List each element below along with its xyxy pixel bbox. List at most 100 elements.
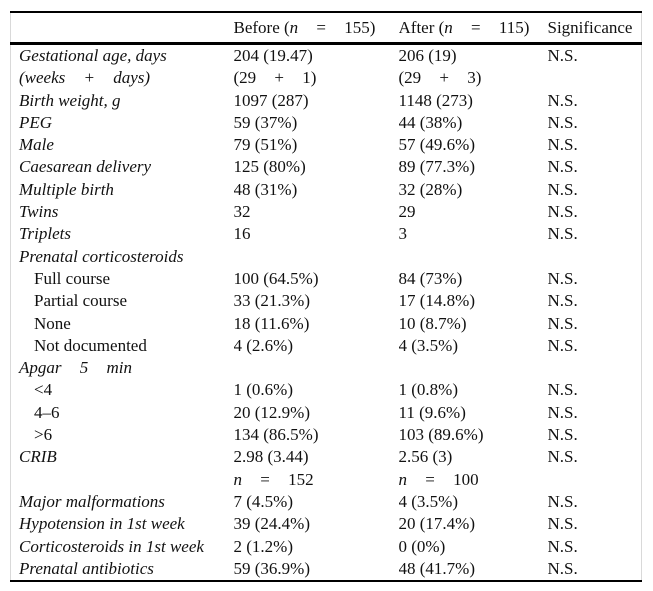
before-cell: 1 (0.6%) (233, 380, 293, 400)
row-label-cell: Not documented (34, 335, 147, 355)
after-cell: 2.56 (3) (398, 447, 453, 467)
cohort-comparison-table-wrap: Before (n = 155) After (n = 115) Signifi… (10, 11, 642, 583)
significance-cell: N.S. (547, 46, 578, 65)
column-header-empty (10, 12, 234, 45)
significance-cell: N.S. (547, 90, 578, 110)
significance-cell: N.S. (547, 157, 578, 177)
after-cell: 32 (28%) (398, 179, 463, 199)
table-row: Prenatal antibiotics 59 (36.9%) 48 (41.7… (11, 558, 642, 581)
after-cell: 48 (41.7%) (398, 558, 475, 578)
after-cell: n = 100 (399, 469, 548, 491)
table-row: Full course 100 (64.5%) 84 (73%) N.S. (11, 268, 642, 290)
table-row: Multiple birth 48 (31%) 32 (28%) N.S. (11, 179, 642, 201)
before-count: = 155) (298, 18, 376, 37)
before-cell: 18 (11.6%) (233, 313, 310, 333)
row-label-cell: CRIB (19, 447, 57, 467)
table-row: CRIB 2.98 (3.44) 2.56 (3) N.S. (11, 446, 642, 468)
table-row: 4–6 20 (12.9%) 11 (9.6%) N.S. (11, 402, 642, 424)
before-cell: n = 152 (234, 469, 399, 491)
before-prefix: Before ( (233, 18, 290, 37)
row-label-cell: Twins (19, 202, 59, 222)
after-count: = 115) (452, 18, 530, 37)
before-cell: (29 + 1) (233, 68, 317, 88)
after-cell (399, 246, 548, 268)
before-cell: 79 (51%) (233, 135, 298, 155)
row-label-cell: Partial course (34, 291, 127, 311)
after-cell: 3 (398, 224, 408, 244)
significance-cell (548, 357, 642, 379)
row-label-cell: Apgar 5 min (19, 358, 132, 378)
significance-cell (548, 469, 642, 491)
significance-cell: N.S. (547, 335, 578, 355)
column-header-before: Before (n = 155) (233, 12, 399, 45)
before-cell: 20 (12.9%) (233, 402, 310, 422)
row-label-cell: Multiple birth (19, 179, 114, 199)
n-symbol: n (233, 469, 243, 489)
table-row: Corticosteroids in 1st week 2 (1.2%) 0 (… (11, 536, 642, 558)
column-header-significance: Significance (547, 12, 642, 45)
cohort-comparison-table: Before (n = 155) After (n = 115) Signifi… (10, 11, 642, 583)
significance-cell: N.S. (547, 179, 578, 199)
significance-cell: N.S. (547, 536, 578, 556)
before-cell: 7 (4.5%) (233, 491, 293, 511)
before-cell: 134 (86.5%) (233, 425, 319, 445)
before-cell: 59 (37%) (233, 112, 298, 132)
significance-cell (548, 246, 642, 268)
before-cell: 4 (2.6%) (233, 335, 293, 355)
significance-cell: N.S. (547, 135, 578, 155)
table-row: None 18 (11.6%) 10 (8.7%) N.S. (11, 313, 642, 335)
column-header-after: After (n = 115) (398, 12, 548, 45)
after-cell: 1 (0.8%) (398, 380, 458, 400)
row-label-cell: Gestational age, days (19, 46, 167, 65)
after-cell: 103 (89.6%) (398, 425, 484, 445)
significance-cell: N.S. (547, 313, 578, 333)
row-label-cell: Major malformations (19, 491, 165, 511)
before-cell: 16 (233, 224, 251, 244)
before-cell: 48 (31%) (233, 179, 298, 199)
row-label-cell: Male (19, 135, 54, 155)
before-cell: 1097 (287) (233, 90, 309, 110)
table-row: Partial course 33 (21.3%) 17 (14.8%) N.S… (11, 290, 642, 312)
after-cell: 11 (9.6%) (398, 402, 466, 422)
row-label-cell: 4–6 (34, 402, 60, 422)
row-label-cell: None (34, 313, 71, 333)
after-cell: 4 (3.5%) (398, 491, 458, 511)
significance-cell: N.S. (547, 491, 578, 511)
before-cell (234, 246, 399, 268)
header-row: Before (n = 155) After (n = 115) Signifi… (10, 12, 642, 45)
row-label-cell: (weeks + days) (19, 68, 151, 88)
significance-cell: N.S. (547, 514, 578, 534)
after-cell: 17 (14.8%) (398, 291, 475, 311)
table-row: Caesarean delivery 125 (80%) 89 (77.3%) … (11, 156, 642, 178)
before-cell: 59 (36.9%) (233, 558, 310, 578)
significance-cell: N.S. (547, 224, 578, 244)
table-row: Triplets 16 3 N.S. (11, 223, 642, 245)
after-cell: 4 (3.5%) (398, 335, 458, 355)
after-cell: 44 (38%) (398, 112, 463, 132)
after-cell: 20 (17.4%) (398, 514, 475, 534)
significance-cell: N.S. (547, 402, 578, 422)
row-label-cell: Full course (34, 268, 111, 288)
after-n: n (444, 18, 453, 37)
after-cell (399, 357, 548, 379)
table-row: Apgar 5 min (11, 357, 642, 379)
row-label-cell: Corticosteroids in 1st week (19, 536, 204, 556)
after-cell: 57 (49.6%) (398, 135, 475, 155)
row-label-cell (11, 469, 234, 491)
significance-cell: N.S. (547, 425, 578, 445)
significance-cell: N.S. (547, 380, 578, 400)
after-prefix: After ( (398, 18, 445, 37)
after-cell: (29 + 3) (398, 68, 482, 88)
before-cell: 39 (24.4%) (233, 514, 310, 534)
before-cell: 33 (21.3%) (233, 291, 310, 311)
row-label-cell: Birth weight, g (19, 90, 121, 110)
before-n: n (289, 18, 299, 37)
significance-cell: N.S. (547, 558, 578, 578)
row-label-cell: <4 (34, 380, 53, 400)
before-cell: 2.98 (3.44) (233, 447, 309, 467)
table-row: Birth weight, g 1097 (287) 1148 (273) N.… (11, 90, 642, 112)
table-row: Male 79 (51%) 57 (49.6%) N.S. (11, 134, 642, 156)
after-cell: 0 (0%) (398, 536, 446, 556)
n-value: = 152 (242, 469, 314, 489)
row-label-cell: Prenatal corticosteroids (19, 246, 184, 266)
